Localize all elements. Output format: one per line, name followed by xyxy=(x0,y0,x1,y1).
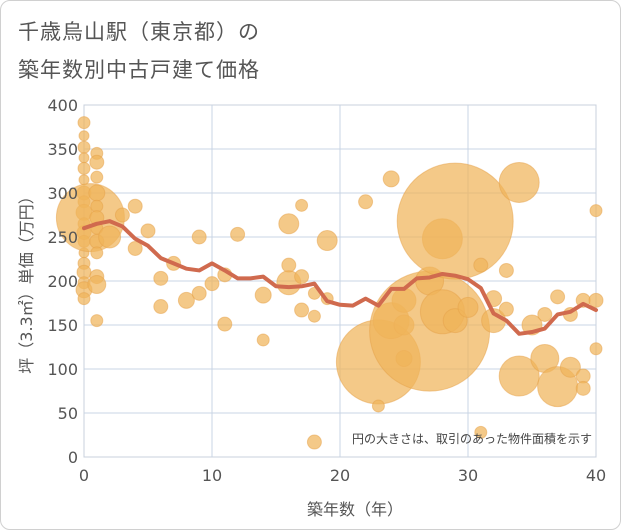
bubble-point xyxy=(217,316,233,332)
bubble-point xyxy=(78,130,90,142)
bubble-point xyxy=(575,380,591,396)
bubble-point xyxy=(87,275,107,295)
bubble-point xyxy=(278,213,300,235)
bubble-point xyxy=(295,198,309,212)
bubble-point xyxy=(127,240,143,256)
bubble-point xyxy=(294,302,310,318)
bubble-point xyxy=(307,309,321,323)
y-tick-label: 300 xyxy=(47,184,78,203)
bubble-point xyxy=(88,184,106,202)
bubble-point xyxy=(473,257,489,273)
x-tick-label: 40 xyxy=(586,466,606,485)
y-tick-label: 150 xyxy=(47,316,78,335)
bubble-point xyxy=(191,229,207,245)
x-tick-label: 20 xyxy=(330,466,350,485)
bubble-point xyxy=(98,225,122,249)
bubble-point xyxy=(498,262,514,278)
bubble-point xyxy=(77,140,91,154)
bubble-point xyxy=(77,292,91,306)
x-tick-label: 30 xyxy=(458,466,478,485)
y-tick-label: 350 xyxy=(47,140,78,159)
bubble-point xyxy=(230,226,246,242)
grid-lines xyxy=(84,105,596,457)
bubble-point xyxy=(77,161,91,175)
chart-title-line-2: 築年数別中古戸建て価格 xyxy=(18,58,260,82)
bubble-point xyxy=(457,296,479,318)
bubble-point xyxy=(396,162,514,280)
y-tick-label: 200 xyxy=(47,272,78,291)
y-tick-label: 250 xyxy=(47,228,78,247)
bubble-point xyxy=(90,170,104,184)
bubble-point xyxy=(498,355,540,397)
bubble-point xyxy=(140,223,156,239)
bubble-point xyxy=(537,306,553,322)
bubble-point xyxy=(281,257,297,273)
y-axis-label: 坪（3.3㎡）単価（万円） xyxy=(17,188,36,373)
bubble-point xyxy=(77,116,91,130)
size-note: 円の大きさは、取引のあった物件面積を示す xyxy=(352,431,592,446)
bubble-point xyxy=(371,399,385,413)
bubble-point xyxy=(114,207,130,223)
bubble-point xyxy=(90,314,104,328)
bubble-point xyxy=(204,276,220,292)
bubble-point xyxy=(474,425,488,439)
x-tick-label: 10 xyxy=(202,466,222,485)
bubble-point xyxy=(191,285,207,301)
bubble-point xyxy=(153,270,169,286)
bubble-point xyxy=(306,434,322,450)
bubble-point xyxy=(89,154,105,170)
bubble-point xyxy=(90,246,104,260)
y-tick-label: 0 xyxy=(68,448,78,467)
x-tick-label: 0 xyxy=(79,466,89,485)
y-tick-label: 100 xyxy=(47,360,78,379)
bubble-point xyxy=(550,289,566,305)
bubble-point xyxy=(153,299,169,315)
bubble-point xyxy=(559,356,581,378)
y-tick-label: 50 xyxy=(58,404,78,423)
bubble-point xyxy=(498,161,540,203)
chart-title-line-1: 千歳烏山駅（東京都）の xyxy=(18,20,260,44)
bubble-point xyxy=(358,194,374,210)
y-tick-label: 400 xyxy=(47,96,78,115)
bubble-point xyxy=(589,342,603,356)
bubble-point xyxy=(316,230,338,252)
bubble-point xyxy=(589,204,603,218)
bubble-point xyxy=(127,198,143,214)
bubble-point xyxy=(588,292,604,308)
bubble-point xyxy=(294,269,310,285)
bubble-point xyxy=(177,291,195,309)
x-axis-label: 築年数（年） xyxy=(307,500,403,519)
bubble-point xyxy=(382,170,400,188)
bubble-point xyxy=(78,152,90,164)
bubble-point xyxy=(256,333,270,347)
bubble-point xyxy=(254,286,272,304)
trend-layer xyxy=(82,219,598,336)
bubble-layer xyxy=(55,116,604,450)
average-price-line xyxy=(82,219,598,336)
bubble-point xyxy=(498,301,514,317)
